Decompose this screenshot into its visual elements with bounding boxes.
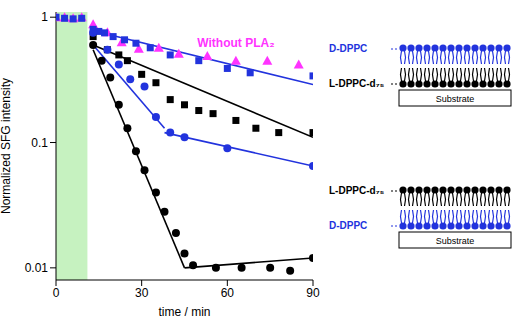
svg-text:Normalized SFG intensity: Normalized SFG intensity <box>0 78 13 214</box>
svg-text:0: 0 <box>53 286 60 300</box>
svg-text:L-DPPC-d₇₅: L-DPPC-d₇₅ <box>329 185 385 196</box>
svg-text:Without PLA₂: Without PLA₂ <box>197 36 274 50</box>
svg-text:time / min: time / min <box>158 305 210 319</box>
svg-text:30: 30 <box>135 286 149 300</box>
svg-text:Substrate: Substrate <box>436 236 475 246</box>
svg-text:0.01: 0.01 <box>25 261 49 275</box>
svg-text:L-DPPC-d₇₅: L-DPPC-d₇₅ <box>329 78 385 89</box>
svg-text:D-DPPC: D-DPPC <box>329 220 367 231</box>
svg-text:Substrate: Substrate <box>436 94 475 104</box>
svg-text:60: 60 <box>221 286 235 300</box>
svg-text:1: 1 <box>41 10 48 24</box>
svg-text:90: 90 <box>306 286 320 300</box>
svg-text:D-DPPC: D-DPPC <box>329 43 367 54</box>
svg-text:0.1: 0.1 <box>31 136 48 150</box>
